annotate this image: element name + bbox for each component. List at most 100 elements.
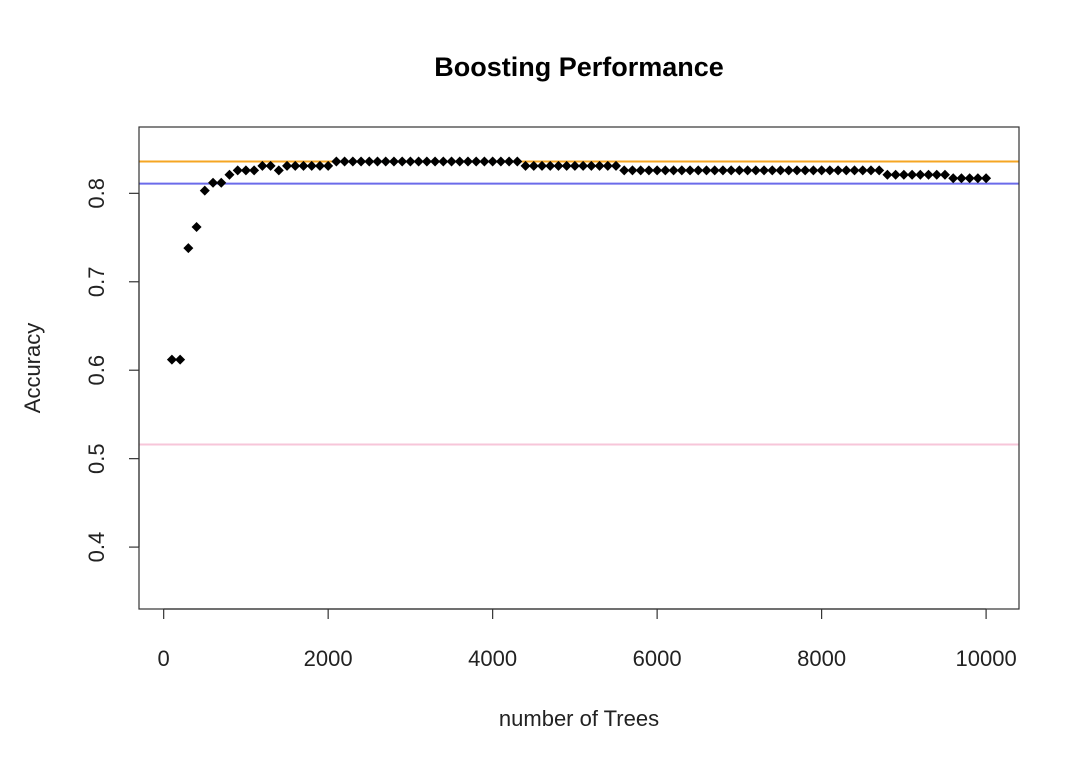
data-point — [759, 165, 770, 176]
y-tick-label: 0.5 — [84, 443, 109, 474]
data-point — [257, 160, 268, 171]
data-point — [750, 165, 761, 176]
data-point — [372, 156, 383, 167]
y-tick-label: 0.4 — [84, 532, 109, 563]
data-point — [512, 156, 523, 167]
data-point — [676, 165, 687, 176]
data-point — [232, 165, 243, 176]
data-point — [734, 165, 745, 176]
data-point — [298, 160, 309, 171]
data-point — [865, 165, 876, 176]
data-point — [709, 165, 720, 176]
data-point — [199, 185, 210, 196]
data-point — [504, 156, 515, 167]
data-point — [948, 173, 959, 184]
data-point — [183, 243, 194, 254]
y-tick-label: 0.6 — [84, 355, 109, 386]
data-point — [282, 160, 293, 171]
data-point — [685, 165, 696, 176]
data-point — [495, 156, 506, 167]
data-point — [240, 165, 251, 176]
data-point — [808, 165, 819, 176]
plot-frame — [138, 126, 1020, 610]
data-point — [874, 165, 885, 176]
data-point — [816, 165, 827, 176]
data-point — [635, 165, 646, 176]
data-point — [833, 165, 844, 176]
data-point — [208, 177, 219, 188]
data-point — [907, 169, 918, 180]
x-tick-label: 10000 — [956, 646, 1017, 671]
data-point — [166, 354, 177, 365]
data-point — [742, 165, 753, 176]
data-point — [882, 169, 893, 180]
data-point — [430, 156, 441, 167]
data-point — [660, 165, 671, 176]
data-point — [800, 165, 811, 176]
data-point — [594, 160, 605, 171]
data-point — [586, 160, 597, 171]
data-point — [405, 156, 416, 167]
data-point — [331, 156, 342, 167]
x-tick-label: 4000 — [468, 646, 517, 671]
y-axis: 0.4 0.5 0.6 0.7 0.8 — [84, 178, 140, 563]
data-point — [347, 156, 358, 167]
data-point — [981, 173, 992, 184]
data-point — [841, 165, 852, 176]
data-point — [915, 169, 926, 180]
data-point — [323, 160, 334, 171]
x-axis-title: number of Trees — [499, 706, 659, 731]
data-point — [791, 165, 802, 176]
data-point — [356, 156, 367, 167]
data-point — [545, 160, 556, 171]
data-point — [611, 160, 622, 171]
data-point — [421, 156, 432, 167]
data-point — [890, 169, 901, 180]
data-point — [446, 156, 457, 167]
data-point — [972, 173, 983, 184]
data-point — [849, 165, 860, 176]
data-point — [726, 165, 737, 176]
data-point — [397, 156, 408, 167]
data-point — [471, 156, 482, 167]
data-point — [380, 156, 391, 167]
data-point — [290, 160, 301, 171]
data-point — [717, 165, 728, 176]
data-point — [783, 165, 794, 176]
data-point — [175, 354, 186, 365]
data-point — [602, 160, 613, 171]
reference-lines — [139, 160, 1019, 446]
data-point — [265, 160, 276, 171]
data-point — [520, 160, 531, 171]
data-point — [643, 165, 654, 176]
data-point — [569, 160, 580, 171]
x-tick-label: 8000 — [797, 646, 846, 671]
x-tick-label: 0 — [158, 646, 170, 671]
data-point — [964, 173, 975, 184]
y-axis-title: Accuracy — [20, 323, 45, 413]
data-point — [939, 169, 950, 180]
data-point — [652, 165, 663, 176]
x-tick-label: 2000 — [304, 646, 353, 671]
data-point — [701, 165, 712, 176]
data-point — [767, 165, 778, 176]
data-point — [578, 160, 589, 171]
data-point — [956, 173, 967, 184]
data-point — [224, 169, 235, 180]
x-axis: 0 2000 4000 6000 8000 10000 — [158, 608, 1017, 671]
data-point — [553, 160, 564, 171]
chart-title: Boosting Performance — [434, 52, 724, 82]
data-point — [528, 160, 539, 171]
x-tick-label: 6000 — [633, 646, 682, 671]
data-point — [668, 165, 679, 176]
data-point — [536, 160, 547, 171]
data-point — [627, 165, 638, 176]
data-point — [306, 160, 317, 171]
data-point — [249, 165, 260, 176]
data-point — [775, 165, 786, 176]
data-point — [339, 156, 350, 167]
data-point — [898, 169, 909, 180]
data-point — [413, 156, 424, 167]
data-point — [438, 156, 449, 167]
